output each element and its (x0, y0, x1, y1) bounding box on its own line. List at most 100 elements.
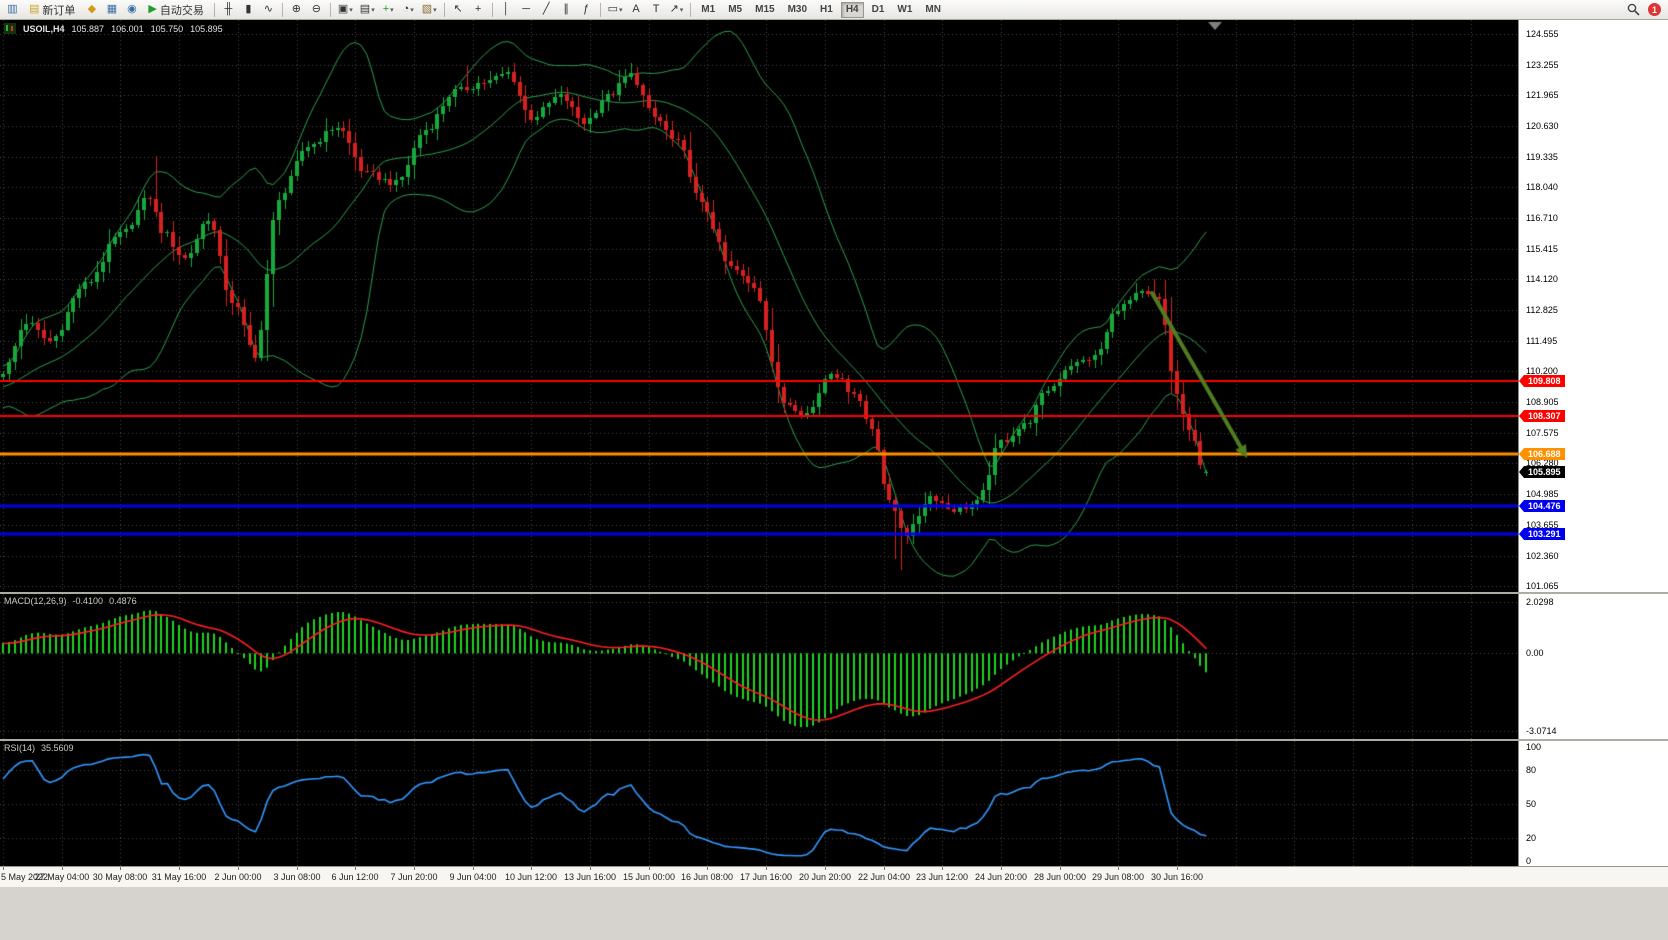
time-axis-tick (1001, 867, 1002, 870)
time-axis-label: 7 Jun 20:00 (390, 872, 438, 882)
price-axis-label: 101.065 (1526, 581, 1559, 591)
dropdown-caret-icon: ▾ (679, 6, 684, 14)
price-axis-label: 107.575 (1526, 428, 1559, 439)
price-chart-panel[interactable]: USOIL,H4 105.887 106.001 105.750 105.895 (0, 20, 1518, 592)
macd-label: MACD(12,26,9) -0.4100 0.4876 (4, 596, 137, 606)
price-axis-label: 108.905 (1526, 396, 1559, 407)
panel-splitter-rsi[interactable] (0, 739, 1668, 741)
time-axis-label: 28 Jun 00:00 (1033, 872, 1087, 882)
timeframe-button-m30[interactable]: M30 (787, 4, 808, 15)
line-chart-icon[interactable]: ∿ (259, 1, 278, 18)
arrows-icon: ↗ (669, 3, 679, 15)
chart-symbol-timeframe: USOIL,H4 (23, 23, 65, 34)
time-axis-tick (238, 867, 239, 870)
bar-chart-icon[interactable]: ╫ (219, 1, 238, 18)
timeframe-button-h1[interactable]: H1 (820, 4, 833, 15)
timeframe-button-m1[interactable]: M1 (701, 4, 716, 15)
rsi-value: 35.5609 (41, 743, 74, 753)
macd-axis-label: 2.0298 (1526, 597, 1554, 607)
market-watch-icon[interactable]: ◆ (82, 1, 101, 18)
time-axis-tick (825, 867, 826, 870)
time-axis-tick (1177, 867, 1178, 870)
channel-icon: ∥ (563, 3, 569, 15)
trendline-icon[interactable]: ╱ (537, 1, 556, 18)
price-axis-label: 112.825 (1526, 304, 1558, 315)
time-axis-tick (531, 867, 532, 870)
search-icon[interactable] (1624, 1, 1643, 18)
zoom-out-icon: ⊖ (311, 3, 321, 15)
periods-icon[interactable]: ◔ ▾ (399, 1, 418, 18)
auto-trading-button[interactable]: ▶ 自动交易 (142, 1, 209, 18)
time-axis-label: 22 Jun 04:00 (857, 872, 911, 882)
candle-chart-icon[interactable]: ▮ (239, 1, 258, 18)
indicators-icon: + (382, 3, 390, 15)
rsi-axis-label: 100 (1526, 742, 1542, 752)
time-axis-label: 24 Jun 20:00 (974, 872, 1028, 882)
dropdown-caret-icon: ▾ (349, 6, 353, 14)
time-axis-label: 20 Jun 20:00 (798, 872, 852, 882)
trendline-icon: ╱ (542, 3, 550, 15)
data-window-icon[interactable]: ▦ (102, 1, 121, 18)
cursor-icon[interactable]: ↖ (449, 1, 468, 18)
timeframe-button-d1[interactable]: D1 (871, 4, 885, 15)
time-axis-label: 27 May 04:00 (34, 872, 90, 882)
new-chart-icon[interactable]: ▤ ▾ (357, 1, 378, 18)
toolbar-separator (329, 2, 331, 17)
navigator-icon[interactable]: ◉ (122, 1, 141, 18)
rsi-panel[interactable]: RSI(14) 35.5609 (0, 741, 1518, 866)
toolbar-separator (443, 2, 445, 17)
time-axis-tick (942, 867, 943, 870)
charts-icon[interactable]: ▥ (3, 1, 22, 18)
text-label-icon[interactable]: T (647, 1, 666, 18)
timeframe-button-w1[interactable]: W1 (897, 4, 913, 15)
new-order-button[interactable]: ▤ 新订单 (23, 1, 81, 18)
time-axis[interactable]: 5 May 2022 27 May 04:00 30 May 08:00 31 May… (0, 866, 1668, 887)
text-icon[interactable]: A (627, 1, 646, 18)
macd-axis-label: 0.00 (1526, 648, 1544, 659)
time-axis-tick (297, 867, 298, 870)
zoom-in-icon[interactable]: ⊕ (287, 1, 306, 18)
channel-icon[interactable]: ∥ (557, 1, 576, 18)
time-axis-label: 31 May 16:00 (151, 872, 207, 882)
fibonacci-icon: ƒ (583, 3, 590, 15)
line-chart-icon: ∿ (263, 3, 273, 15)
chart-tab-icon (4, 23, 16, 34)
rsi-canvas[interactable] (0, 741, 1518, 866)
time-axis-tick (1060, 867, 1061, 870)
price-axis-label: 115.415 (1526, 243, 1558, 254)
timeframe-button-mn[interactable]: MN (925, 4, 941, 15)
toolbar-separator (213, 2, 215, 17)
price-scale[interactable]: 124.555 123.255 121.965 120.630 119.335 118.0… (1518, 20, 1668, 866)
macd-canvas[interactable] (0, 594, 1518, 739)
notification-badge[interactable]: 1 (1648, 3, 1661, 16)
toolbar-separator (491, 2, 493, 17)
candle-chart-icon: ▮ (245, 3, 252, 15)
window-background (0, 887, 1668, 940)
timeframe-button-h4[interactable]: H4 (840, 1, 864, 18)
price-axis-label: 104.985 (1526, 488, 1559, 499)
price-axis-label: 116.710 (1526, 213, 1558, 224)
auto-trading-button-label: 自动交易 (159, 4, 204, 17)
time-axis-label: 5 May 2022 (1, 872, 49, 882)
zoom-in-icon: ⊕ (291, 3, 301, 15)
crosshair-icon[interactable]: + (469, 1, 488, 18)
panel-splitter-macd[interactable] (0, 592, 1668, 594)
tile-windows-icon[interactable]: ▣ ▾ (335, 1, 356, 18)
arrows-icon[interactable]: ↗ ▾ (667, 1, 687, 18)
rsi-label: RSI(14) 35.5609 (4, 743, 74, 753)
fibonacci-icon[interactable]: ƒ (577, 1, 596, 18)
indicators-icon[interactable]: + ▾ (379, 1, 398, 18)
templates-icon[interactable]: ▧ ▾ (419, 1, 440, 18)
timeframe-button-m5[interactable]: M5 (728, 4, 743, 15)
timeframe-button-m15[interactable]: M15 (755, 4, 775, 15)
time-axis-label: 3 Jun 08:00 (273, 872, 321, 882)
price-axis-label: 106.280 (1526, 458, 1559, 469)
macd-panel[interactable]: MACD(12,26,9) -0.4100 0.4876 (0, 594, 1518, 739)
price-chart-canvas[interactable] (0, 20, 1518, 592)
zoom-out-icon[interactable]: ⊖ (307, 1, 326, 18)
horizontal-line-icon[interactable]: ─ (517, 1, 536, 18)
shapes-icon[interactable]: ▭ ▾ (605, 1, 626, 18)
price-axis-label: 103.655 (1526, 520, 1559, 531)
vertical-line-icon[interactable]: │ (497, 1, 516, 18)
